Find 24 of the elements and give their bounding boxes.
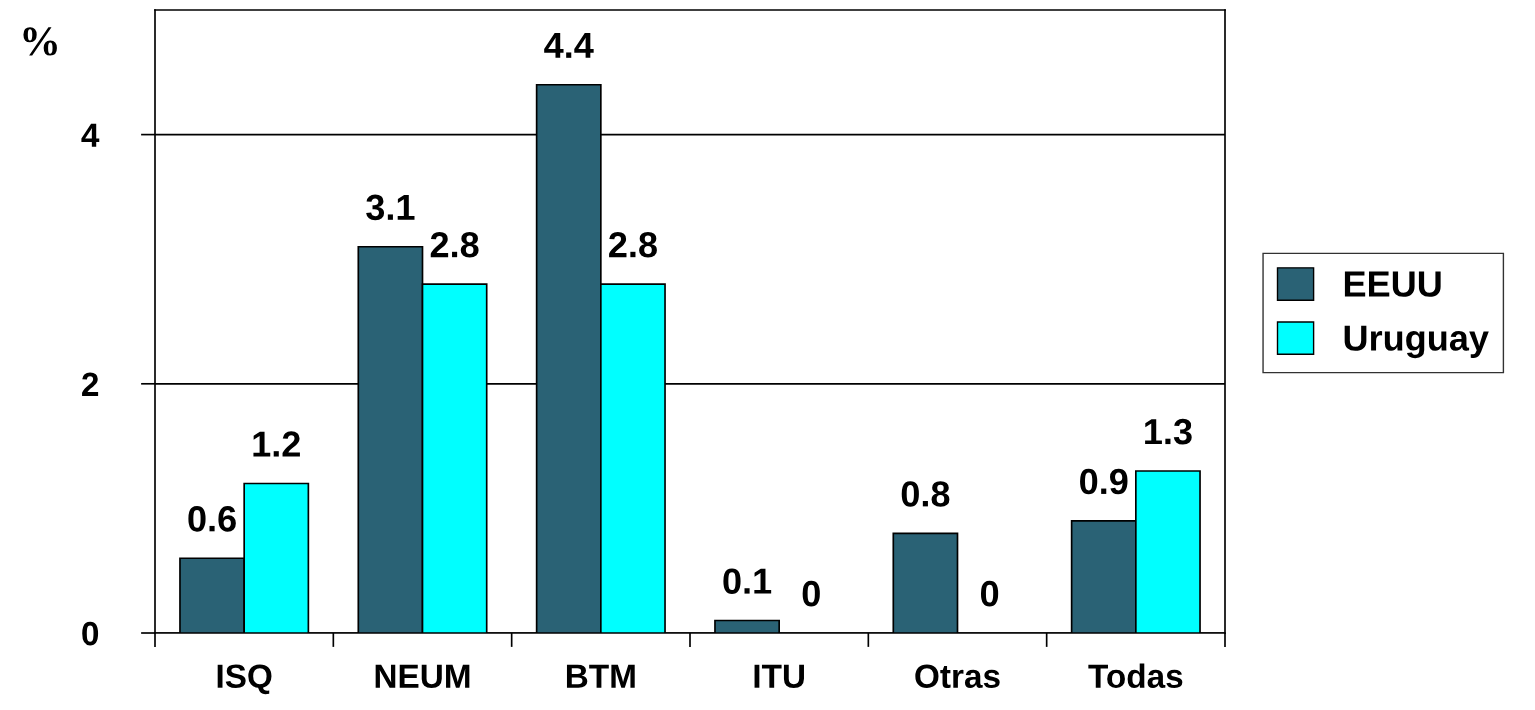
x-tick-label: NEUM: [375, 664, 470, 689]
data-label: 1.3: [1145, 418, 1192, 445]
data-label: 3.1: [366, 194, 415, 221]
data-label: 4.4: [544, 32, 594, 58]
x-tick-label: BTM: [566, 664, 635, 688]
x-tick-label: Todas: [1088, 663, 1183, 689]
data-label: 2.8: [609, 231, 657, 258]
x-tick-label: ISQ: [217, 664, 272, 695]
x-tick-label: ITU: [754, 664, 804, 689]
data-label: 2.8: [430, 231, 479, 258]
y-tick-label: 2: [82, 372, 99, 396]
data-label: 0: [802, 580, 820, 607]
y-tick-label: 0: [82, 621, 99, 646]
data-label: 0: [980, 580, 999, 607]
data-label: 0.1: [723, 568, 772, 594]
y-axis-title: %: [23, 27, 57, 56]
data-label: 0.6: [188, 506, 236, 532]
data-label: 0.9: [1080, 468, 1128, 495]
data-label: 0.8: [901, 481, 950, 507]
legend-label: Uruguay: [1344, 325, 1489, 359]
data-label: 1.2: [253, 431, 300, 457]
y-tick-label: 4: [81, 123, 100, 147]
legend-label: EEUU: [1344, 271, 1441, 297]
x-tick-label: Otras: [915, 664, 1000, 689]
